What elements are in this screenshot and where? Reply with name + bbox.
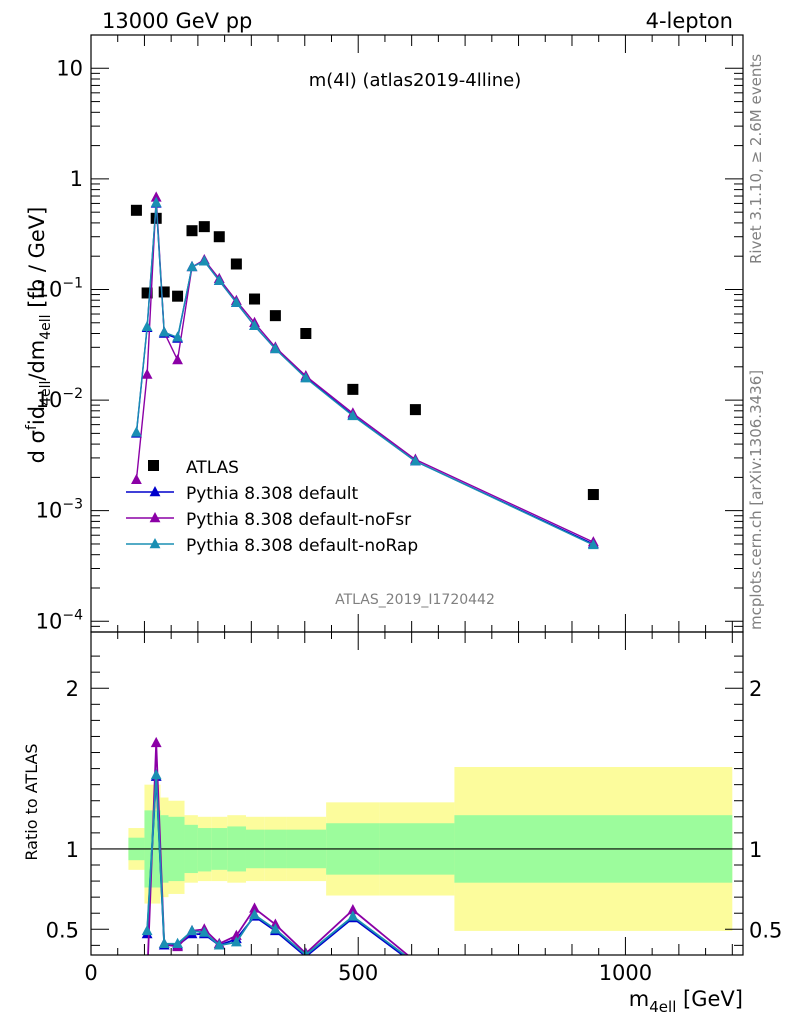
ratio-series-2 <box>141 769 421 967</box>
data-point <box>131 426 142 437</box>
analysis-id-label: ATLAS_2019_I1720442 <box>335 592 495 608</box>
data-point <box>300 372 312 383</box>
main-plot-title: m(4l) (atlas2019-4lline) <box>309 70 522 91</box>
rivet-version-label: Rivet 3.1.10, ≥ 2.6M events <box>747 54 765 264</box>
data-point <box>150 196 162 207</box>
y-tick-label: 10−2 <box>36 386 83 412</box>
ratio-point <box>230 936 242 947</box>
ratio-point <box>347 904 359 915</box>
legend-label: Pythia 8.308 default <box>186 484 359 504</box>
data-point <box>213 231 225 243</box>
data-point <box>198 221 210 233</box>
y-tick-label: 1 <box>70 167 83 191</box>
legend-marker <box>149 512 161 523</box>
ratio-point <box>172 937 183 948</box>
data-point <box>269 310 281 322</box>
ratio-point <box>249 902 260 913</box>
ratio-point <box>213 939 225 950</box>
data-point <box>230 258 242 270</box>
ratio-y-axis-label: Ratio to ATLAS <box>22 743 41 860</box>
series-atlas-data <box>130 204 599 501</box>
data-point <box>186 225 198 237</box>
ratio-y-tick-label-right: 2 <box>749 677 762 701</box>
data-point <box>141 287 153 299</box>
data-point <box>198 255 210 266</box>
header-left-label: 13000 GeV pp <box>102 9 252 33</box>
data-point <box>172 290 184 302</box>
x-tick-label: 500 <box>338 961 378 985</box>
legend-marker <box>148 460 159 471</box>
data-point <box>150 212 162 224</box>
data-point <box>300 328 312 339</box>
data-point <box>409 404 421 416</box>
ratio-y-tick-label: 2 <box>66 677 79 701</box>
ratio-point <box>269 923 281 934</box>
x-axis-label: m4ell [GeV] <box>629 987 743 1016</box>
ratio-point <box>150 736 162 748</box>
ratio-point <box>142 973 153 983</box>
legend-item: ATLAS <box>148 458 239 478</box>
ratio-point <box>302 949 310 955</box>
ratio-point <box>198 926 210 937</box>
data-point <box>347 409 359 421</box>
data-point <box>150 191 162 202</box>
ratio-y-tick-label-right: 0.5 <box>749 918 782 942</box>
ratio-point <box>150 769 162 780</box>
data-point <box>269 342 281 354</box>
ratio-panel: 0.5 0.5 1 1 2 2 0 500 1000 <box>46 631 782 985</box>
x-tick-label: 1000 <box>599 961 652 985</box>
legend-marker <box>149 538 161 549</box>
data-point <box>409 455 421 466</box>
y-tick-label: 10 <box>56 56 83 80</box>
legend-label: Pythia 8.308 default-noFsr <box>186 510 411 530</box>
data-point <box>172 331 183 342</box>
ratio-point <box>158 937 170 948</box>
y-tick-label: 10−1 <box>36 275 83 301</box>
data-point <box>172 354 183 365</box>
mcplots-label: mcplots.cern.ch [arXiv:1306.3436] <box>747 370 765 630</box>
stat-uncertainty-band <box>197 828 212 872</box>
header-right-label: 4-lepton <box>646 9 733 33</box>
data-point <box>158 286 170 298</box>
legend-item: Pythia 8.308 default-noFsr <box>126 510 411 530</box>
legend-item: Pythia 8.308 default-noRap <box>126 536 418 556</box>
main-panel: 10 1 10−1 10−2 10−3 10−4 m(4l) (atlas2019-4ll… <box>36 34 744 633</box>
ratio-point <box>410 957 421 967</box>
y-tick-label: 10−3 <box>36 497 83 523</box>
ratio-point <box>186 924 198 936</box>
data-point <box>249 293 261 305</box>
ratio-point <box>131 957 142 967</box>
series-mc-3 <box>131 196 599 550</box>
data-point <box>249 319 260 330</box>
data-point <box>213 274 225 285</box>
legend-label: Pythia 8.308 default-noRap <box>186 536 418 556</box>
ratio-y-tick-label: 1 <box>66 838 79 862</box>
data-point <box>587 489 599 501</box>
legend-label: ATLAS <box>186 458 239 478</box>
ratio-point <box>410 955 421 965</box>
main-y-axis-label: d σfid4ell/dm4ell [fb / GeV] <box>24 207 54 464</box>
ratio-point <box>347 910 359 921</box>
data-point <box>158 326 170 337</box>
ratio-y-tick-label: 0.5 <box>46 918 79 942</box>
data-point <box>141 368 153 379</box>
y-tick-label: 10−4 <box>36 607 83 633</box>
data-point <box>130 204 142 216</box>
data-point <box>587 538 599 550</box>
ratio-y-tick-label-right: 1 <box>749 838 762 862</box>
ratio-point <box>410 959 421 969</box>
data-point <box>347 383 359 395</box>
x-tick-label: 0 <box>84 961 97 985</box>
ratio-point <box>141 924 153 936</box>
ratio-plot-frame <box>90 631 744 956</box>
data-point <box>131 473 142 485</box>
data-point <box>230 296 242 307</box>
ratio-point <box>249 908 260 920</box>
data-point <box>141 320 153 331</box>
legend: ATLAS Pythia 8.308 default Pythia 8.308 de… <box>126 458 418 556</box>
data-point <box>186 260 198 272</box>
legend-marker <box>149 486 161 497</box>
legend-item: Pythia 8.308 default <box>126 484 359 504</box>
